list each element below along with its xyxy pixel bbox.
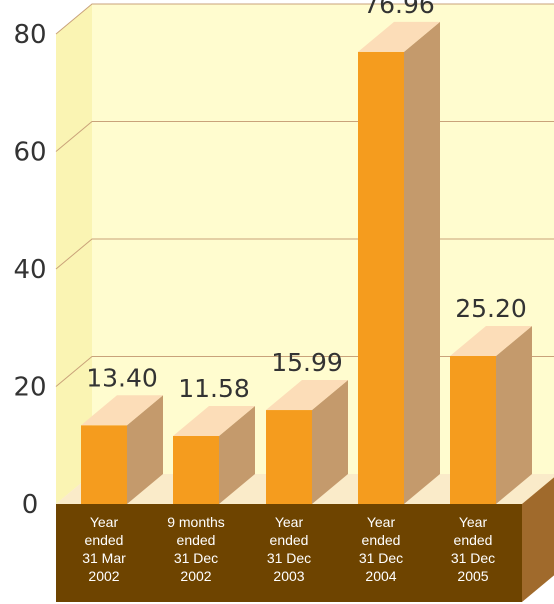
bar-front: [358, 51, 404, 505]
bar: [81, 395, 163, 504]
category-label-line: ended: [362, 532, 401, 548]
bar-side: [219, 405, 255, 504]
value-label: 15.99: [271, 348, 343, 377]
category-label-line: 2005: [457, 568, 488, 584]
bar-side: [312, 380, 348, 504]
category-label-line: ended: [270, 532, 309, 548]
value-label: 11.58: [178, 374, 250, 403]
category-label-line: 2004: [365, 568, 396, 584]
grid-line: [55, 3, 554, 35]
category-label: 9 months ended 31 Dec 2002: [167, 514, 225, 584]
bar-front: [81, 425, 127, 504]
bar: [358, 21, 440, 505]
bar-top: [173, 405, 255, 436]
value-label: 76.96: [363, 0, 435, 19]
category-label-line: 31 Dec: [451, 550, 495, 566]
bar-top: [81, 395, 163, 426]
category-label-line: ended: [85, 532, 124, 548]
bar: [266, 380, 348, 504]
bar-side: [404, 21, 440, 505]
category-label: Year ended 31 Dec 2004: [359, 514, 403, 584]
category-label-line: ended: [454, 532, 493, 548]
bar-front: [450, 355, 496, 504]
category-label-line: 31 Mar: [82, 550, 126, 566]
category-label-line: Year: [275, 514, 304, 530]
category-label: Year ended 31 Mar 2002: [82, 514, 126, 584]
bar-side: [496, 325, 532, 504]
bars: [81, 21, 532, 505]
category-label-line: 2002: [88, 568, 119, 584]
bar: [173, 405, 255, 504]
category-label: Year ended 31 Dec 2005: [451, 514, 495, 584]
category-label-line: 2002: [180, 568, 211, 584]
category-label: Year ended 31 Dec 2003: [267, 514, 311, 584]
y-tick-label: 0: [22, 490, 39, 520]
bar: [450, 325, 532, 504]
base-front: [56, 504, 522, 602]
bar-front: [173, 435, 219, 504]
value-labels: 13.40 11.58 15.99 76.96 25.20: [86, 0, 527, 403]
category-label-line: 31 Dec: [267, 550, 311, 566]
category-label-line: ended: [177, 532, 216, 548]
category-label-line: 31 Dec: [359, 550, 403, 566]
y-tick-label: 40: [13, 255, 46, 285]
bar-side: [127, 395, 163, 504]
category-labels: Year ended 31 Mar 2002 9 months ended 31 Dec 20…: [82, 514, 495, 584]
y-axis-ticks: 0 20 40 60 80: [13, 20, 46, 520]
bar-top: [450, 325, 532, 356]
y-tick-label: 60: [13, 138, 46, 168]
bar-top: [266, 380, 348, 411]
value-label: 13.40: [86, 363, 158, 392]
bar-front: [266, 410, 312, 504]
category-label-line: 9 months: [167, 514, 225, 530]
base-side: [522, 477, 554, 602]
y-tick-label: 80: [13, 20, 46, 50]
bar-top: [358, 21, 440, 52]
category-label-line: 2003: [273, 568, 304, 584]
category-label-line: Year: [367, 514, 396, 530]
y-tick-label: 20: [13, 373, 46, 403]
value-label: 25.20: [455, 294, 527, 323]
category-label-line: Year: [459, 514, 488, 530]
category-label-line: 31 Dec: [174, 550, 218, 566]
category-label-line: Year: [90, 514, 119, 530]
